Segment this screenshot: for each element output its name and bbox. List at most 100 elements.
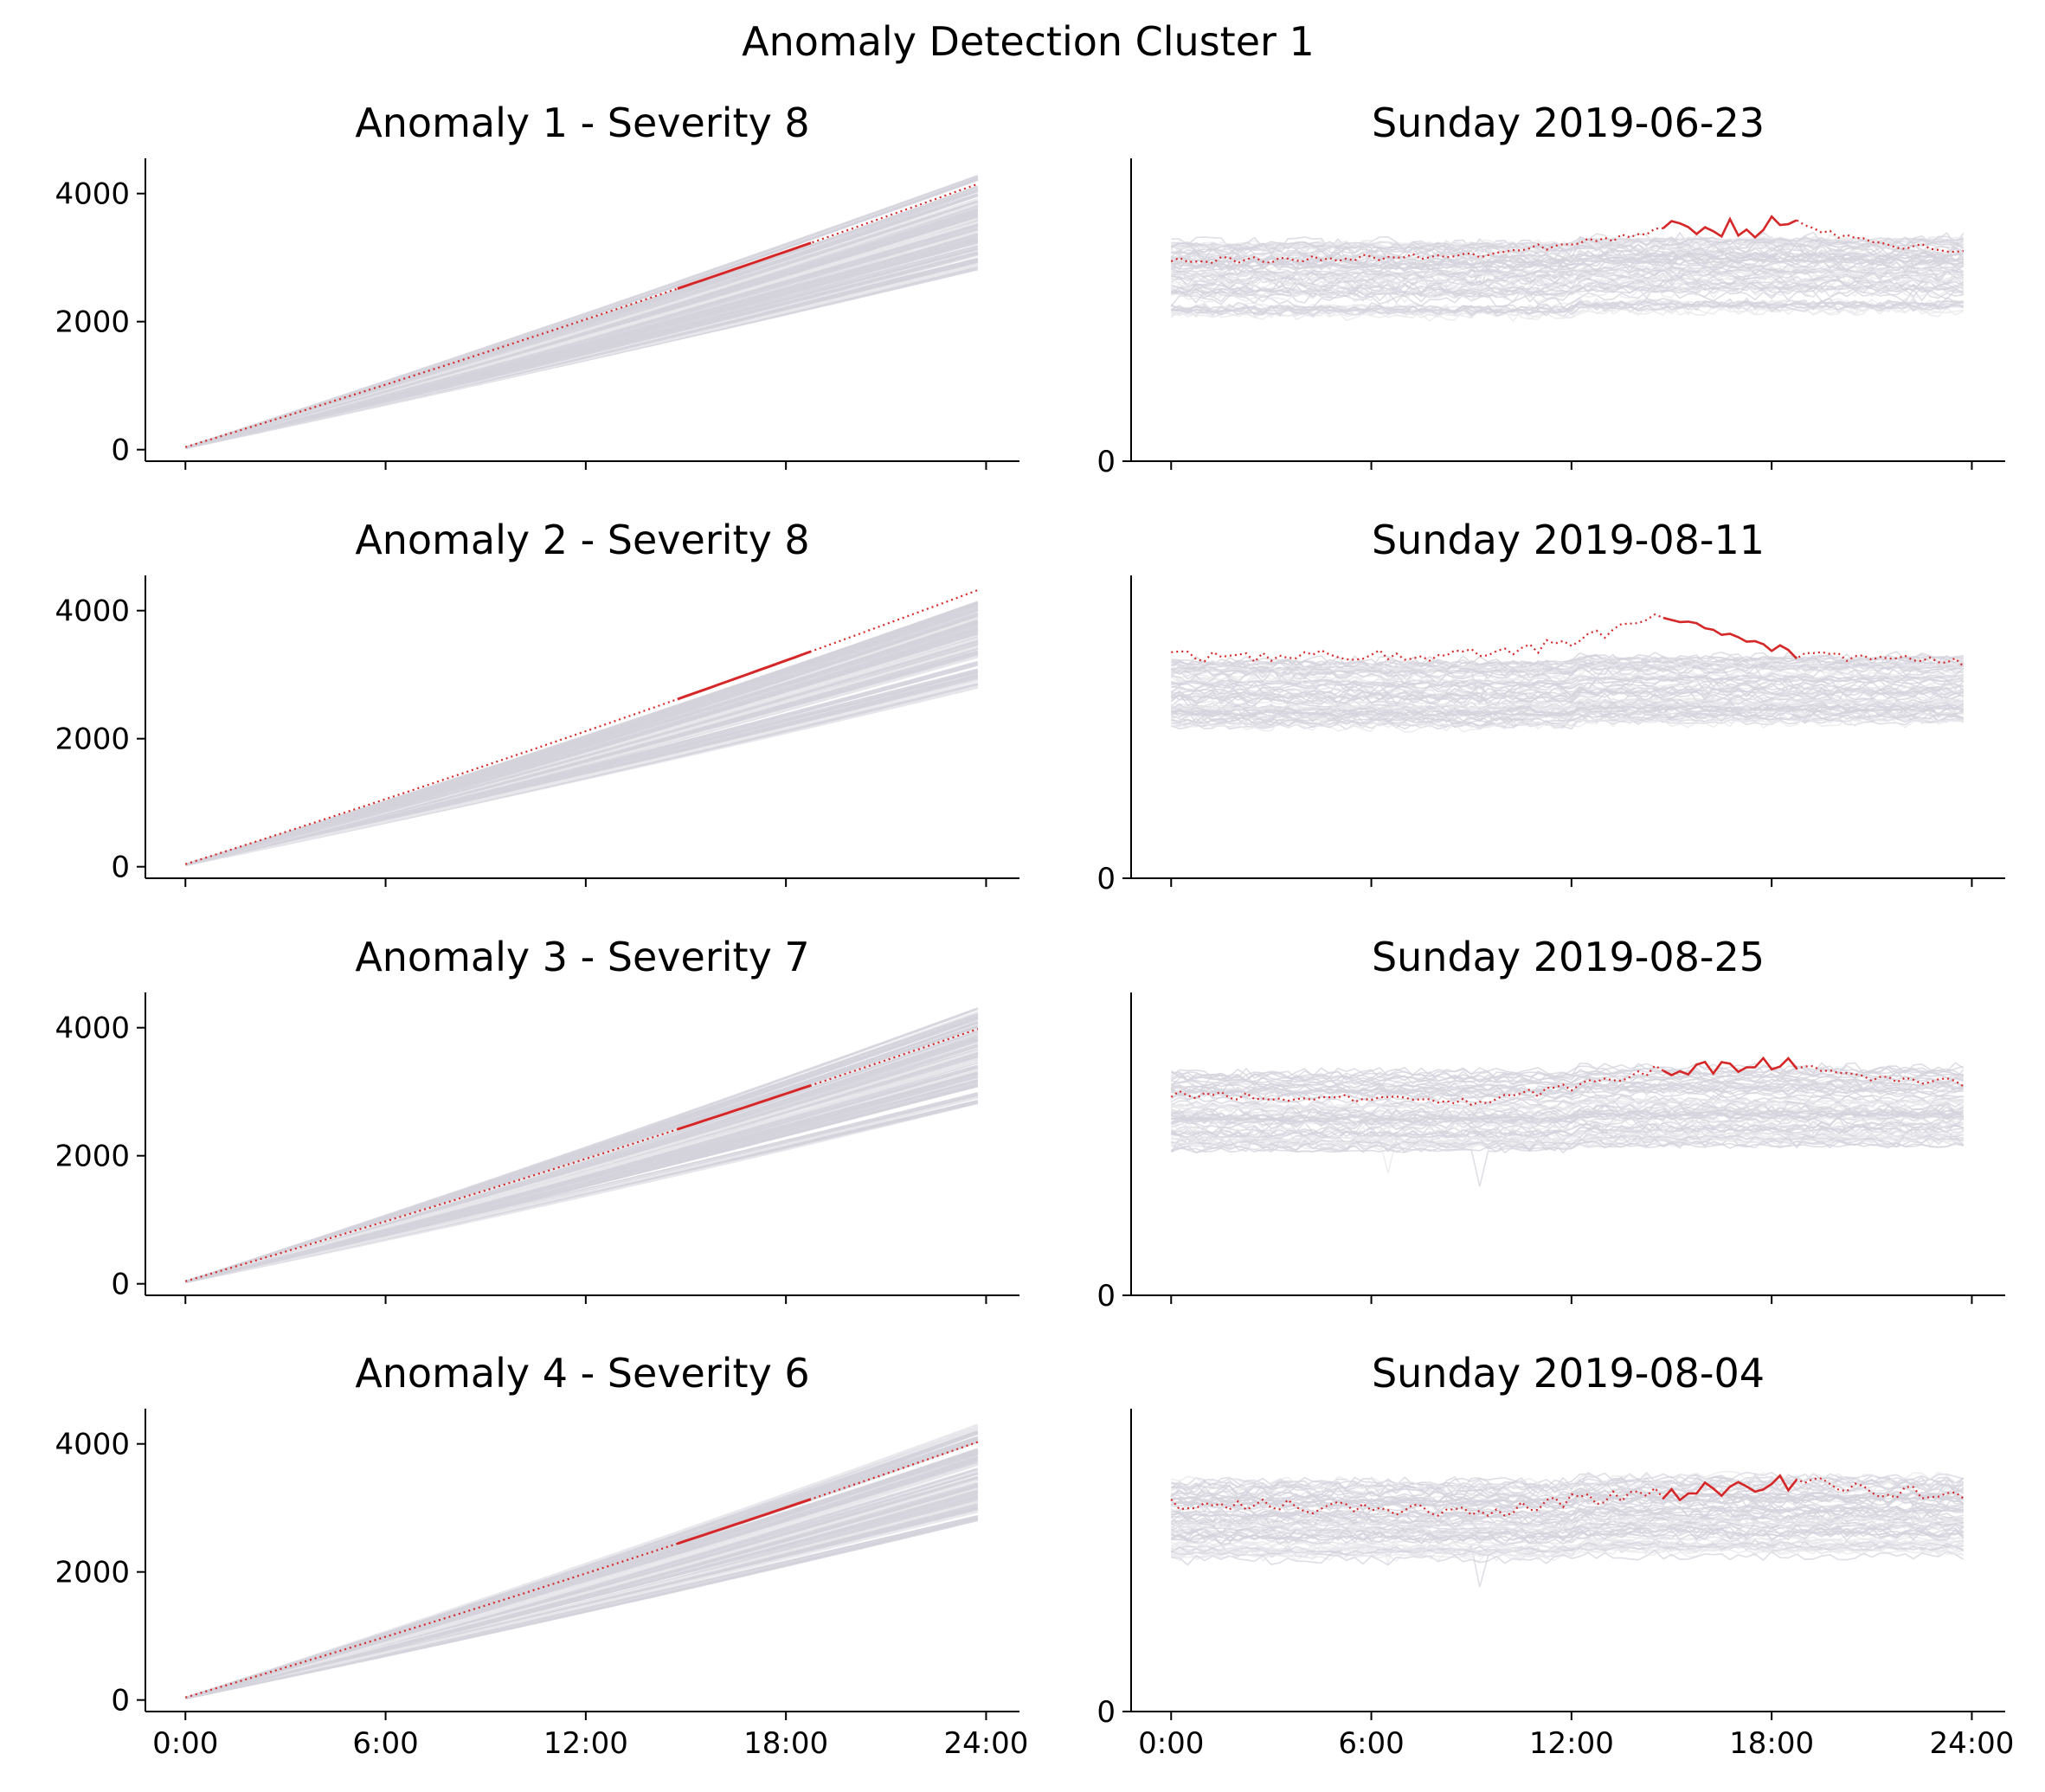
reference-series-line	[1171, 1548, 1965, 1558]
plot-area	[184, 588, 979, 866]
reference-series-line	[1170, 1521, 1965, 1540]
plot-area	[1170, 613, 1965, 733]
panel-3: Anomaly 2 - Severity 8 0 2000 4000	[55, 517, 1019, 887]
x-tick-label: 18:00	[743, 1726, 828, 1761]
panel-title: Anomaly 2 - Severity 8	[355, 517, 809, 563]
reference-series-line	[1171, 241, 1965, 260]
reference-series-line	[184, 1049, 979, 1283]
reference-series-line	[1171, 253, 1965, 270]
x-tick-label: 24:00	[943, 1726, 1028, 1761]
reference-series-line	[184, 639, 979, 866]
reference-series-line	[1171, 263, 1965, 279]
reference-series-line	[1171, 697, 1965, 713]
reference-series-line	[1171, 710, 1964, 721]
reference-series-line	[1170, 1477, 1965, 1498]
reference-series-line	[1171, 250, 1964, 270]
y-tick-label: 4000	[55, 1012, 130, 1046]
reference-series-line	[1170, 663, 1964, 678]
reference-series-line	[184, 200, 979, 449]
reference-series-line	[184, 1510, 979, 1699]
reference-series-line	[1170, 1068, 1964, 1082]
panel-6: Sunday 2019-08-25 0	[1096, 934, 2005, 1313]
reference-series-line	[1171, 1075, 1965, 1088]
reference-series-line	[1170, 1542, 1964, 1557]
x-tick-label: 12:00	[1529, 1726, 1614, 1761]
x-tick-label: 0:00	[1138, 1726, 1204, 1761]
x-tick-label: 0:00	[152, 1726, 218, 1761]
reference-series-line	[1170, 301, 1965, 321]
reference-series-line	[1171, 707, 1965, 723]
reference-series-line	[1170, 1503, 1965, 1523]
reference-series-line	[1171, 1531, 1964, 1542]
reference-series-line	[1171, 300, 1965, 314]
reference-series-line	[1171, 1517, 1965, 1537]
y-tick-label: 0	[111, 1268, 130, 1302]
reference-series-line	[184, 1095, 979, 1283]
reference-series-line	[1170, 655, 1965, 673]
reference-series-line	[1170, 682, 1965, 698]
reference-series-line	[1170, 1505, 1965, 1525]
anomaly-window-line	[677, 1083, 812, 1131]
anomaly-window-line	[677, 241, 812, 291]
x-tick-label: 6:00	[1338, 1726, 1404, 1761]
panel-7: Anomaly 4 - Severity 6 0 2000 4000 0:00 6:00 1…	[55, 1350, 1028, 1761]
reference-series-line	[1171, 1082, 1965, 1095]
y-tick-label: 2000	[55, 1556, 130, 1590]
panel-1: Anomaly 1 - Severity 8 0 2000 4000	[55, 100, 1019, 470]
panel-title: Anomaly 1 - Severity 8	[355, 100, 809, 146]
y-tick-label: 4000	[55, 177, 130, 212]
reference-series-line	[1171, 283, 1965, 305]
reference-series-line	[1171, 1470, 1964, 1490]
reference-series-line	[1171, 1493, 1964, 1505]
plot-area	[1170, 1056, 1965, 1187]
plot-area	[184, 175, 979, 449]
reference-series-line	[184, 604, 979, 866]
y-tick-label: 0	[1096, 1695, 1116, 1730]
y-tick-label: 0	[111, 851, 130, 885]
reference-series-line	[1170, 1070, 1964, 1083]
reference-series-line	[1171, 1136, 1964, 1149]
anomaly-cumulative-line	[184, 183, 979, 448]
anomaly-window-line	[677, 650, 812, 701]
y-tick-label: 4000	[55, 1428, 130, 1462]
reference-series-line	[1170, 1088, 1965, 1101]
reference-series-line	[184, 175, 979, 449]
reference-series-line	[1170, 1102, 1965, 1122]
anomaly-window-line	[1662, 1056, 1798, 1076]
anomaly-daily-line	[1170, 1057, 1965, 1107]
reference-series-line	[1170, 1095, 1964, 1111]
reference-series-line	[1171, 1488, 1965, 1504]
reference-series-line	[1170, 1480, 1965, 1500]
y-tick-label: 0	[1096, 445, 1116, 479]
reference-series-line	[184, 1071, 979, 1283]
reference-series-line	[184, 1430, 979, 1699]
reference-series-line	[1171, 704, 1965, 716]
reference-series-line	[1171, 1526, 1965, 1545]
reference-series-line	[1171, 714, 1964, 733]
reference-series-line	[1171, 650, 1964, 670]
reference-series-line	[1171, 1471, 1965, 1487]
reference-series-line	[1171, 1114, 1964, 1131]
anomaly-cumulative-line	[184, 588, 979, 865]
y-tick-label: 0	[111, 434, 130, 468]
reference-series-line	[1171, 1130, 1964, 1143]
reference-series-line	[1171, 1074, 1965, 1094]
panel-title: Anomaly 4 - Severity 6	[355, 1350, 809, 1397]
reference-series-line	[1170, 1519, 1964, 1537]
reference-series-line	[184, 1423, 979, 1699]
reference-series-line	[184, 1495, 979, 1699]
reference-series-line	[1171, 273, 1965, 288]
plot-area	[1170, 215, 1965, 323]
anomaly-window-line	[1662, 215, 1797, 240]
reference-series-line	[1171, 1526, 1965, 1546]
reference-series-line	[1171, 267, 1964, 281]
reference-series-line	[1171, 712, 1965, 725]
panels: Anomaly 1 - Severity 8 0 2000 4000 Sunday 20…	[55, 100, 2014, 1761]
panel-title: Anomaly 3 - Severity 7	[355, 934, 809, 980]
reference-series-line	[1170, 1515, 1965, 1531]
y-tick-label: 0	[111, 1684, 130, 1718]
reference-series-line	[1170, 271, 1964, 291]
reference-series-line	[1171, 1098, 1965, 1109]
